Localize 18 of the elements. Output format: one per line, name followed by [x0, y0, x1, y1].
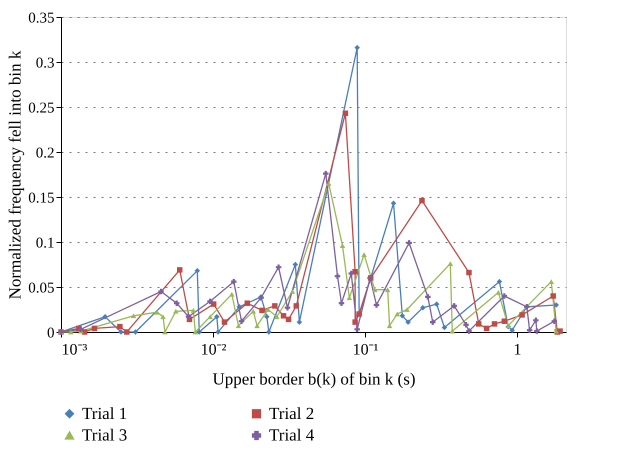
y-tick-label: 0.05 — [28, 280, 54, 296]
y-tick-label: 0.3 — [36, 56, 54, 72]
legend-label: Trial 2 — [269, 404, 314, 423]
y-tick-label: 0.2 — [36, 146, 54, 162]
legend-label: Trial 1 — [82, 404, 128, 423]
y-tick-label: 0.15 — [28, 190, 54, 206]
x-tick-label: 10⁻¹ — [352, 342, 379, 358]
legend-label: Trial 3 — [82, 426, 128, 444]
y-tick-label: 0 — [47, 326, 54, 342]
y-tick-label: 0.1 — [36, 236, 54, 252]
y-axis-title: Normalized frequency fell into bin k — [5, 50, 24, 300]
y-tick-label: 0.25 — [28, 100, 54, 116]
y-tick-label: 0.35 — [28, 10, 54, 26]
legend-label: Trial 4 — [269, 426, 315, 444]
x-axis-title: Upper border b(k) of bin k (s) — [212, 370, 416, 388]
x-tick-label: 1 — [514, 342, 522, 358]
x-tick-label: 10⁻³ — [62, 342, 88, 358]
x-tick-label: 10⁻² — [200, 342, 227, 358]
